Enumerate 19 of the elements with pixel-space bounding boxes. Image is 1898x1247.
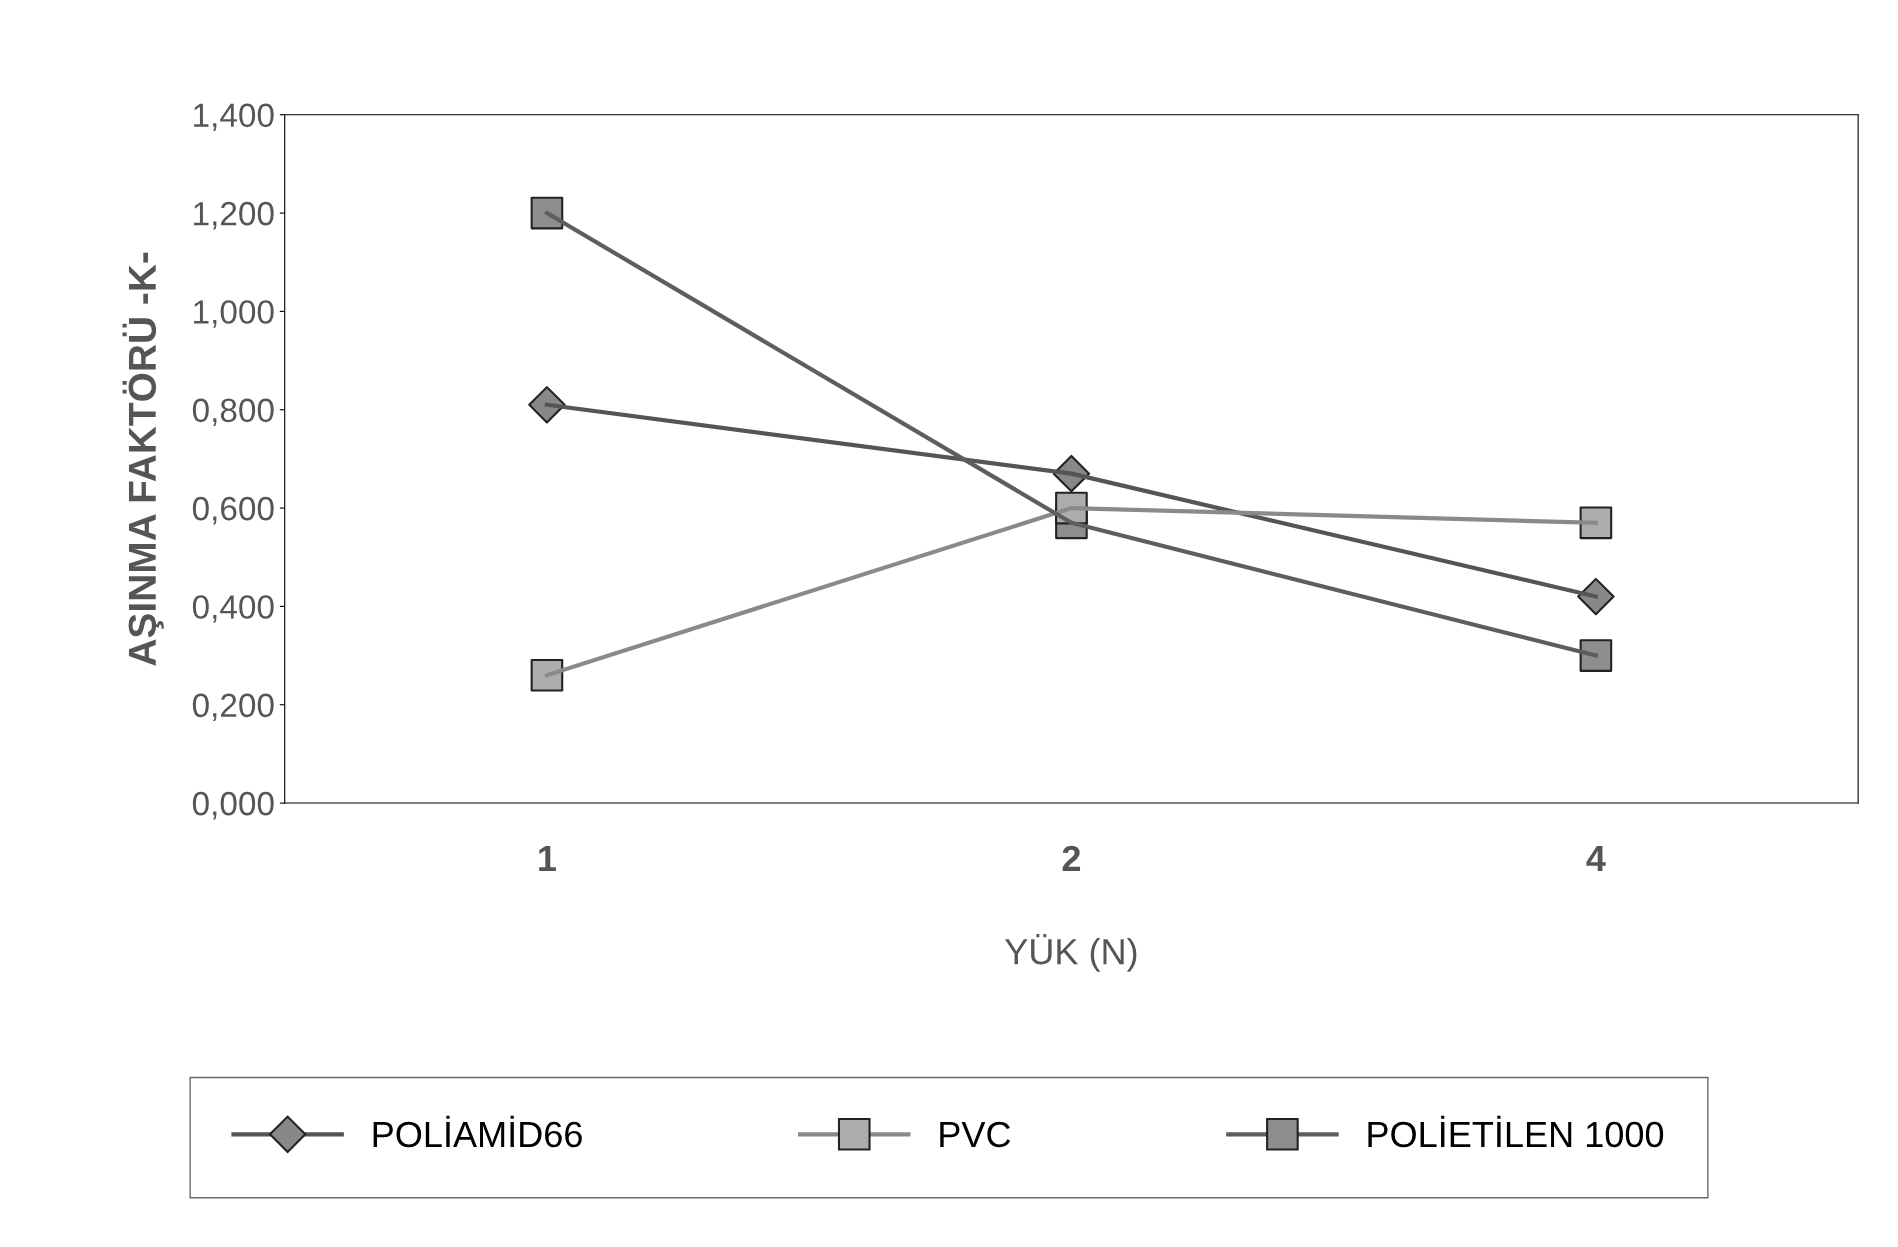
point [1579,506,1613,540]
y-tick-label: 1,000 [194,300,274,328]
y-tick-label: 0,600 [192,496,274,525]
y-tick-label: 0,400 [192,595,274,623]
point [530,658,564,692]
y-tick-label: 1,200 [194,201,274,230]
legend-label: POLİETİLEN 1000 [1368,1115,1664,1148]
x-tick-label: 4 [1586,846,1606,871]
legend-label: PVC [940,1121,1011,1148]
x-axis-title: YÜK (N) [1005,933,1137,972]
point [1579,639,1613,672]
legend-label: POLİAMİD66 [373,1115,582,1148]
y-tick-label: 1,400 [194,103,274,132]
y-tick-label: 0,200 [192,693,274,722]
x-tick-label: 2 [1062,845,1081,871]
y-axis-title: AŞINMA FAKTÖRÜ -K- [122,252,164,666]
y-tick-label: 0,800 [192,398,274,427]
x-tick-label: 1 [539,846,556,871]
y-tick-label: 0,000 [192,791,274,820]
